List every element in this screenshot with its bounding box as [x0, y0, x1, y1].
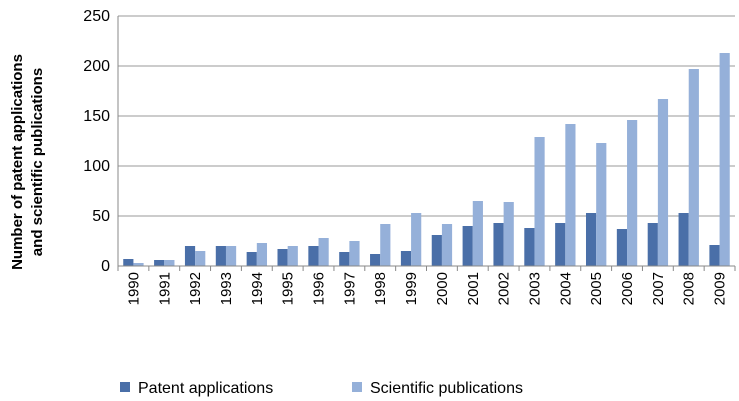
x-tick-label: 1991	[156, 272, 173, 305]
legend-label: Patent applications	[138, 380, 273, 397]
x-tick-label: 2002	[496, 272, 513, 305]
x-tick-label: 2006	[619, 272, 636, 305]
x-tick-label: 1999	[403, 272, 420, 305]
bar	[184, 246, 196, 266]
bar	[657, 99, 669, 266]
bar	[256, 243, 268, 266]
legend-swatch	[352, 382, 362, 392]
legend-label: Scientific publications	[370, 380, 523, 397]
x-tick-label: 1992	[187, 272, 204, 305]
y-tick-label: 100	[83, 158, 110, 175]
x-tick-label: 2004	[557, 272, 574, 305]
x-tick-label: 1996	[311, 272, 328, 305]
bar	[215, 246, 226, 266]
legend-swatch	[120, 382, 130, 392]
y-tick-label: 200	[83, 58, 110, 75]
y-tick-label: 150	[83, 108, 110, 125]
bar	[246, 252, 257, 266]
bar	[400, 251, 412, 266]
bar	[431, 235, 442, 266]
bar	[225, 246, 237, 266]
bar	[585, 213, 597, 266]
bar	[688, 69, 699, 266]
bar	[719, 53, 730, 266]
bar	[534, 137, 545, 266]
y-tick-label: 250	[83, 8, 110, 25]
x-tick-label: 1995	[280, 272, 297, 305]
x-tick-label: 1997	[341, 272, 358, 305]
x-tick-label: 2003	[526, 272, 543, 305]
x-tick-label: 2009	[712, 272, 729, 305]
bar	[565, 124, 576, 266]
y-tick-label: 50	[92, 208, 110, 225]
bar	[349, 241, 360, 266]
bar	[380, 224, 391, 266]
x-tick-label: 2001	[465, 272, 482, 305]
bar	[277, 249, 288, 266]
bar	[462, 226, 473, 266]
x-tick-label: 2007	[650, 272, 667, 305]
x-tick-label: 1990	[125, 272, 142, 305]
bar	[441, 224, 453, 266]
x-tick-label: 1993	[218, 272, 235, 305]
x-tick-label: 1994	[249, 272, 266, 305]
bar	[308, 246, 319, 266]
bar	[647, 223, 658, 266]
bar	[370, 254, 381, 266]
bar	[472, 201, 483, 266]
x-tick-label: 2008	[681, 272, 698, 305]
x-tick-label: 1998	[372, 272, 389, 305]
bar	[133, 263, 144, 266]
bar	[287, 246, 298, 266]
bar	[318, 238, 329, 266]
bar	[339, 252, 350, 266]
bar	[596, 143, 607, 266]
bar	[555, 223, 566, 266]
bar	[709, 245, 720, 266]
bar	[493, 223, 504, 266]
y-axis-title: Number of patent applications	[9, 54, 26, 270]
bar	[678, 213, 689, 266]
y-axis-title: and scientific publications	[29, 68, 46, 256]
bar	[123, 259, 134, 266]
bar	[616, 229, 628, 266]
bar	[627, 120, 638, 266]
y-tick-label: 0	[101, 258, 110, 275]
bar	[195, 251, 206, 266]
bar	[503, 202, 514, 266]
bar	[164, 260, 175, 266]
x-tick-label: 2000	[434, 272, 451, 305]
x-tick-label: 2005	[588, 272, 605, 305]
bar	[411, 213, 422, 266]
bar	[524, 228, 535, 266]
bar	[154, 260, 165, 266]
